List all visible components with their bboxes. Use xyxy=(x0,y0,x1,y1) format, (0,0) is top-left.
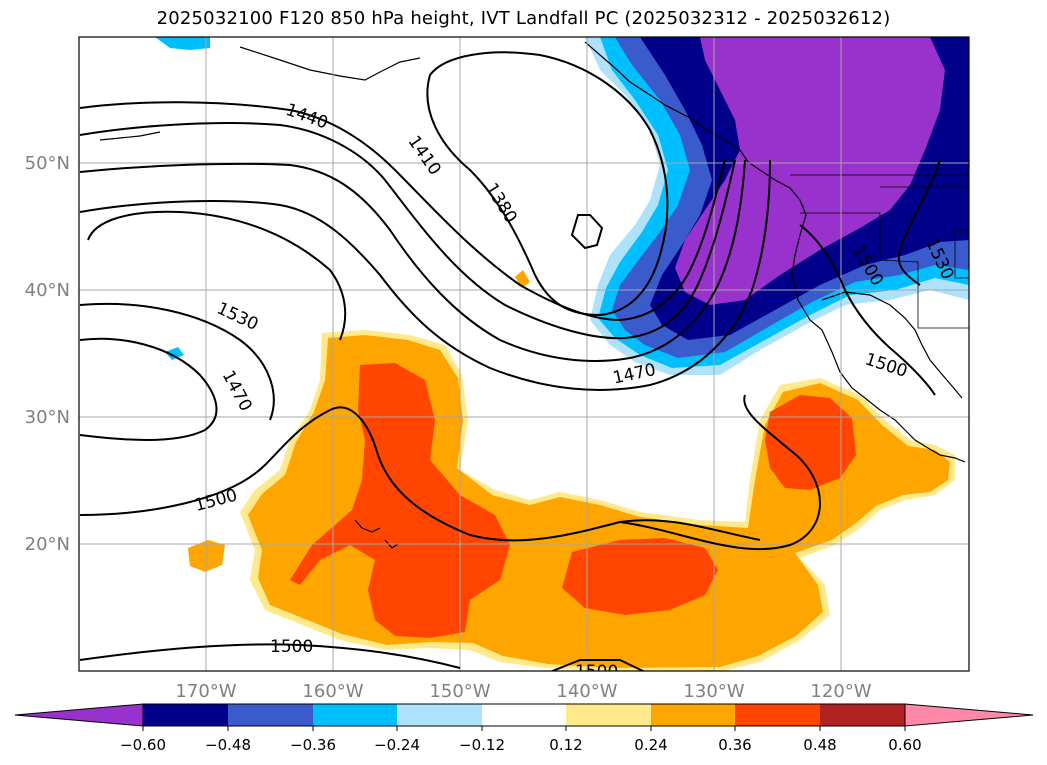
colorbar-segment xyxy=(143,704,228,726)
latitude-labels: 50°N 40°N 30°N 20°N xyxy=(25,153,70,555)
coastlines xyxy=(99,41,966,549)
colorbar: −0.60 −0.48 −0.36 −0.24 −0.12 0.12 0.24 … xyxy=(14,703,1034,754)
map-frame xyxy=(78,36,970,672)
ivt-positive-orange-red-east xyxy=(765,395,856,490)
ivt-negative-purple xyxy=(675,37,945,305)
colorbar-extend-low xyxy=(14,703,144,727)
ivt-negative-patch-west xyxy=(165,347,184,360)
longitude-labels: 170°W 160°W 150°W 140°W 130°W 120°W xyxy=(175,681,871,702)
colorbar-segment xyxy=(820,704,905,726)
colorbar-tick: −0.24 xyxy=(374,736,420,754)
colorbar-segment xyxy=(735,704,820,726)
lon-label: 120°W xyxy=(810,681,871,702)
contour-label: 1500 xyxy=(575,662,618,682)
lon-label: 140°W xyxy=(556,681,617,702)
lat-label: 30°N xyxy=(25,407,70,428)
height-contours xyxy=(79,51,941,671)
map-title: 2025032100 F120 850 hPa height, IVT Land… xyxy=(156,8,891,29)
lon-label: 150°W xyxy=(429,681,490,702)
colorbar-extend-high xyxy=(904,703,1034,727)
contour-label: 1500 xyxy=(270,637,313,657)
colorbar-tick: 0.48 xyxy=(803,736,836,754)
lat-label: 20°N xyxy=(25,534,70,555)
colorbar-segment xyxy=(566,704,651,726)
colorbar-tick: 0.12 xyxy=(549,736,582,754)
map-layers: 1440 1410 1380 1530 1470 1470 1500 1500 … xyxy=(79,37,969,682)
colorbar-tick: 0.36 xyxy=(718,736,751,754)
lat-label: 50°N xyxy=(25,153,70,174)
ivt-negative-patch-nw xyxy=(155,37,210,50)
lon-label: 130°W xyxy=(683,681,744,702)
colorbar-segment xyxy=(651,704,735,726)
lon-label: 160°W xyxy=(302,681,363,702)
colorbar-ticks: −0.60 −0.48 −0.36 −0.24 −0.12 0.12 0.24 … xyxy=(120,736,922,754)
colorbar-segment xyxy=(228,704,313,726)
lat-label: 40°N xyxy=(25,280,70,301)
colorbar-tick: −0.48 xyxy=(205,736,251,754)
colorbar-segment xyxy=(482,704,566,726)
colorbar-segment xyxy=(397,704,482,726)
lon-label: 170°W xyxy=(175,681,236,702)
ivt-positive-orange-red-central xyxy=(562,538,718,615)
colorbar-tick: 0.24 xyxy=(634,736,667,754)
colorbar-tick: −0.12 xyxy=(459,736,505,754)
colorbar-tick: −0.36 xyxy=(290,736,336,754)
colorbar-tick: −0.60 xyxy=(120,736,166,754)
colorbar-tick: 0.60 xyxy=(888,736,921,754)
colorbar-segment xyxy=(313,704,397,726)
ivt-positive-orange-red-west xyxy=(290,363,510,638)
ivt-positive-patch-mid xyxy=(515,270,530,288)
